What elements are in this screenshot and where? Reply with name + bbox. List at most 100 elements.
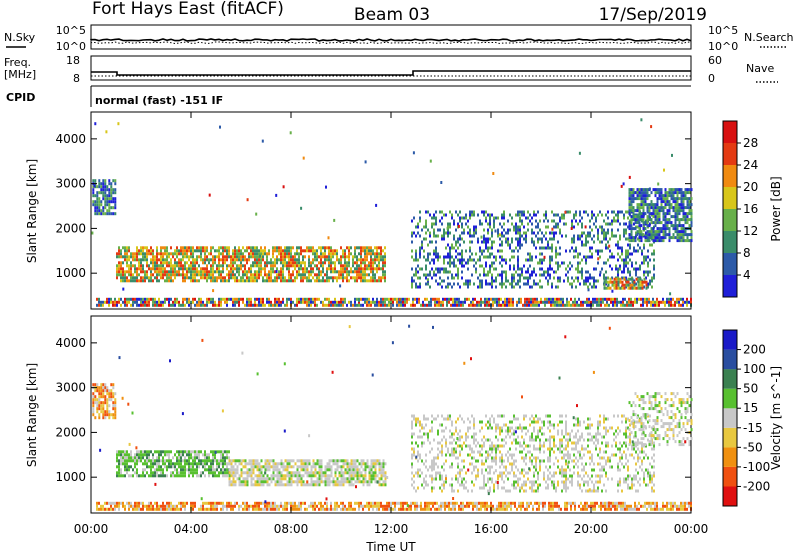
data-cell bbox=[416, 298, 418, 301]
data-cell bbox=[288, 298, 290, 301]
data-cell bbox=[326, 255, 328, 258]
data-cell bbox=[110, 206, 112, 209]
data-cell bbox=[266, 264, 268, 267]
data-cell bbox=[124, 279, 126, 282]
data-cell bbox=[330, 267, 332, 270]
data-cell bbox=[335, 483, 337, 486]
data-cell bbox=[524, 304, 526, 307]
data-cell bbox=[342, 270, 344, 273]
data-cell bbox=[571, 286, 573, 289]
data-cell bbox=[174, 267, 176, 270]
data-cell bbox=[580, 301, 582, 304]
data-cell bbox=[232, 249, 234, 252]
data-cell bbox=[306, 246, 308, 249]
data-cell bbox=[284, 246, 286, 249]
data-cell bbox=[366, 249, 368, 252]
data-cell bbox=[102, 401, 104, 404]
freq-tick-top: 18 bbox=[66, 54, 80, 67]
data-cell bbox=[381, 465, 383, 468]
data-cell bbox=[370, 279, 372, 282]
data-cell bbox=[565, 268, 567, 271]
data-cell bbox=[304, 298, 306, 301]
data-cell bbox=[367, 483, 369, 486]
data-cell bbox=[323, 474, 325, 477]
data-cell bbox=[248, 301, 250, 304]
data-cell bbox=[268, 276, 270, 279]
data-cell bbox=[98, 508, 100, 511]
data-cell bbox=[354, 246, 356, 249]
data-cell bbox=[287, 468, 289, 471]
data-cell bbox=[258, 298, 260, 301]
data-cell bbox=[100, 203, 102, 206]
data-cell bbox=[487, 229, 489, 232]
data-cell bbox=[266, 273, 268, 276]
data-cell bbox=[541, 259, 543, 262]
data-cell bbox=[635, 268, 637, 271]
data-cell bbox=[108, 206, 110, 209]
data-cell bbox=[247, 474, 249, 477]
data-cell bbox=[120, 249, 122, 252]
data-cell bbox=[200, 471, 202, 474]
data-cell bbox=[212, 462, 214, 465]
data-cell bbox=[629, 236, 631, 239]
data-cell bbox=[597, 253, 599, 256]
data-cell bbox=[190, 252, 192, 255]
data-cell bbox=[294, 261, 296, 264]
data-cell bbox=[609, 256, 611, 259]
data-cell bbox=[488, 301, 490, 304]
data-cell bbox=[676, 298, 678, 301]
data-cell bbox=[259, 483, 261, 486]
data-cell bbox=[478, 304, 480, 307]
data-cell bbox=[361, 471, 363, 474]
data-cell bbox=[279, 480, 281, 483]
data-cell bbox=[112, 404, 114, 407]
data-cell bbox=[126, 255, 128, 258]
data-cell bbox=[286, 246, 288, 249]
data-cell bbox=[339, 459, 341, 462]
data-cell bbox=[465, 280, 467, 283]
data-cell bbox=[382, 255, 384, 258]
data-cell bbox=[630, 287, 632, 290]
data-cell bbox=[283, 474, 285, 477]
data-cell bbox=[126, 462, 128, 465]
data-cell bbox=[108, 212, 110, 215]
data-cell bbox=[343, 477, 345, 480]
data-cell bbox=[384, 264, 386, 267]
data-cell bbox=[643, 188, 645, 191]
data-cell bbox=[561, 235, 563, 238]
data-cell bbox=[264, 279, 266, 282]
data-cell bbox=[126, 258, 128, 261]
data-cell bbox=[148, 249, 150, 252]
data-cell bbox=[178, 249, 180, 252]
data-cell bbox=[214, 279, 216, 282]
data-cell bbox=[645, 256, 647, 259]
data-cell bbox=[371, 459, 373, 462]
data-cell bbox=[430, 298, 432, 301]
data-cell bbox=[421, 244, 423, 247]
data-cell bbox=[150, 465, 152, 468]
data-cell bbox=[284, 261, 286, 264]
data-cell bbox=[463, 241, 465, 244]
data-cell bbox=[134, 267, 136, 270]
data-cell bbox=[94, 194, 96, 197]
data-cell bbox=[558, 298, 560, 301]
data-cell bbox=[419, 253, 421, 256]
data-cell bbox=[647, 188, 649, 191]
data-cell bbox=[621, 185, 623, 188]
data-cell bbox=[651, 212, 653, 215]
data-cell bbox=[188, 301, 190, 304]
data-cell bbox=[603, 238, 605, 241]
data-cell bbox=[665, 230, 667, 233]
data-cell bbox=[380, 246, 382, 249]
data-cell bbox=[176, 468, 178, 471]
data-cell bbox=[252, 505, 254, 508]
data-cell bbox=[128, 508, 130, 511]
data-cell bbox=[120, 474, 122, 477]
data-cell bbox=[422, 304, 424, 307]
data-cell bbox=[307, 468, 309, 471]
data-cell bbox=[559, 229, 561, 232]
data-cell bbox=[621, 250, 623, 253]
data-cell bbox=[190, 249, 192, 252]
data-cell bbox=[214, 304, 216, 307]
data-cell bbox=[150, 459, 152, 462]
